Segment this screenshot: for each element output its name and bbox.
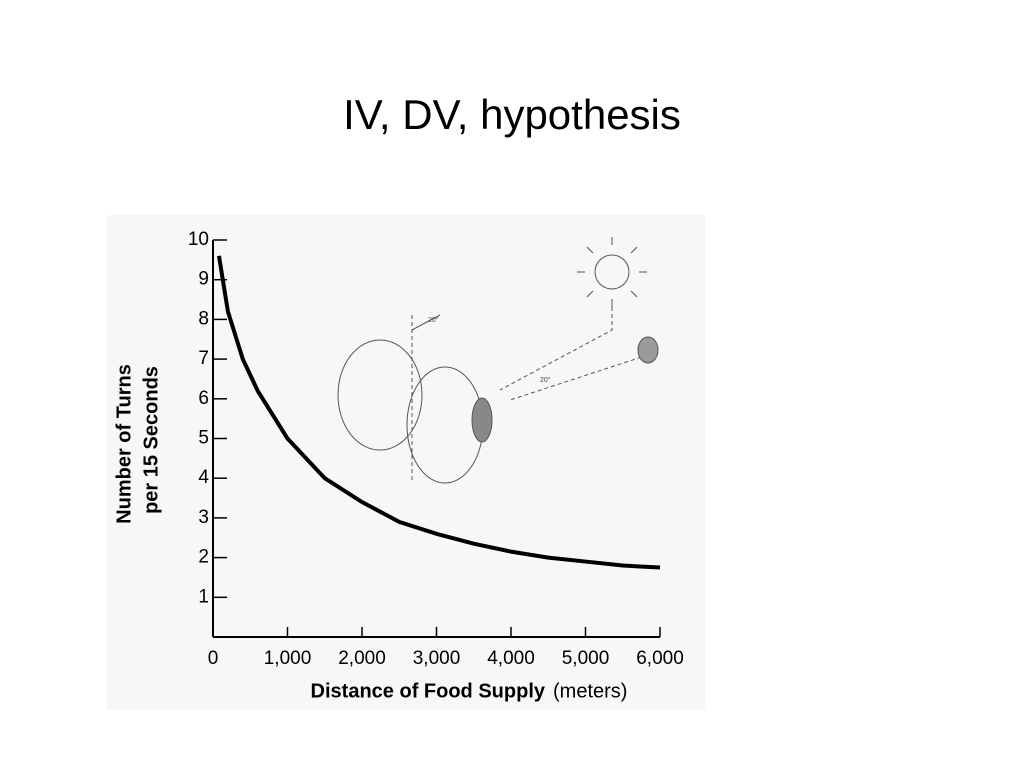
x-tick-label: 3,000 xyxy=(413,648,461,669)
y-tick-label: 9 xyxy=(198,269,209,290)
y-tick-label: 1 xyxy=(198,586,209,607)
line xyxy=(216,255,661,570)
illustration xyxy=(337,237,659,484)
slide-title: IV, DV, hypothesis xyxy=(343,91,681,138)
x-tick-label: 5,000 xyxy=(562,648,610,669)
chart-background xyxy=(107,215,705,710)
x-tick-label: 4,000 xyxy=(487,648,535,669)
x-tick-label: 2,000 xyxy=(338,648,386,669)
y-tick-label: 3 xyxy=(198,507,209,528)
x-tick-label: 6,000 xyxy=(636,648,684,669)
x-axis-unit: (meters) xyxy=(553,680,627,702)
y-axis-label: per 15 Seconds xyxy=(140,366,162,514)
x-tick-label: 0 xyxy=(208,648,219,669)
y-tick-label: 5 xyxy=(198,428,209,449)
y-tick-label: 6 xyxy=(198,388,209,409)
y-tick-label: 8 xyxy=(198,308,209,329)
y-tick-label: 10 xyxy=(188,229,209,250)
y-axis-label: Number of Turns xyxy=(113,364,135,524)
y-tick-label: 4 xyxy=(198,467,209,488)
annotation: 20° xyxy=(540,376,551,384)
x-axis-label: Distance of Food Supply xyxy=(311,680,546,702)
annotation: 20° xyxy=(428,316,439,324)
y-tick-label: 7 xyxy=(198,348,209,369)
y-tick-label: 2 xyxy=(198,547,209,568)
x-tick-label: 1,000 xyxy=(264,648,312,669)
